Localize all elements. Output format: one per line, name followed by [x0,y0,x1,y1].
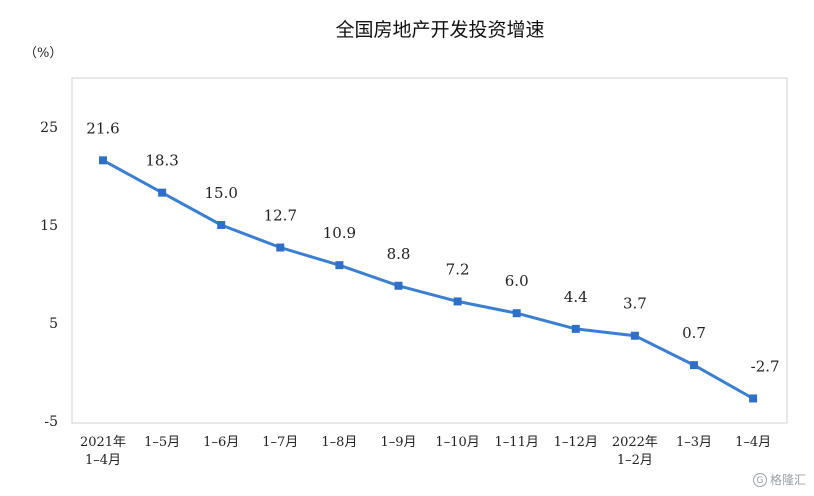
data-point [158,188,167,197]
y-tick-label: 25 [40,120,58,136]
x-tick-label: 1–12月 [554,435,598,450]
x-tick-label: 1–7月 [262,435,298,450]
data-label: -2.7 [751,357,780,375]
data-label: 7.2 [446,260,470,278]
x-tick-label: 1–4月 [735,435,771,450]
y-axis: 25 15 5 -5 [40,120,58,430]
plot-frame [71,77,788,424]
x-tick-label: 1–4月 [85,453,121,468]
data-labels: 21.6 18.3 15.0 12.7 10.9 8.8 7.2 6.0 4.4 3.7 0.7 -2… [86,119,779,375]
x-tick-label: 1–11月 [495,435,539,450]
data-label: 10.9 [323,224,356,242]
data-point [453,297,462,306]
x-axis: 2021年 1–4月 1–5月 1–6月 1–7月 1–8月 1–9月 1–10月 1–11月 1… [80,435,771,468]
x-tick-label: 1–6月 [203,435,239,450]
data-point [630,331,639,340]
data-label: 8.8 [387,245,411,263]
data-label: 12.7 [264,207,297,225]
chart-title: 全国房地产开发投资增速 [335,19,544,41]
logo-icon: G [752,472,767,487]
data-point [217,221,226,229]
series-points [99,156,758,403]
data-point [335,261,344,270]
data-point [512,309,521,318]
x-tick-label: 1–2月 [617,453,653,468]
data-label: 3.7 [623,295,647,313]
data-label: 21.6 [86,119,119,137]
data-label: 18.3 [145,152,178,170]
data-label: 6.0 [505,272,529,290]
data-point [690,361,698,370]
series-line [102,158,754,400]
x-tick-label: 1–5月 [144,435,180,450]
x-tick-label: 1–10月 [435,435,479,450]
x-tick-label: 1–8月 [321,435,357,450]
data-point [394,281,403,290]
watermark: G 格隆汇 [752,471,806,488]
data-point [749,394,758,403]
data-point [276,243,285,252]
watermark-text: 格隆汇 [769,473,806,487]
x-tick-label: 2021年 [80,435,126,450]
y-tick-label: 15 [40,218,58,234]
data-point [571,324,580,333]
x-tick-label: 1–9月 [380,435,416,450]
x-tick-label: 1–3月 [676,435,712,450]
data-label: 15.0 [204,184,237,202]
data-label: 4.4 [564,288,588,306]
data-point [99,156,107,165]
x-tick-label: 2022年 [612,435,658,450]
y-tick-label: 5 [49,316,58,332]
y-tick-label: -5 [44,414,58,430]
y-unit-label: （%） [24,46,62,61]
data-label: 0.7 [682,324,706,342]
